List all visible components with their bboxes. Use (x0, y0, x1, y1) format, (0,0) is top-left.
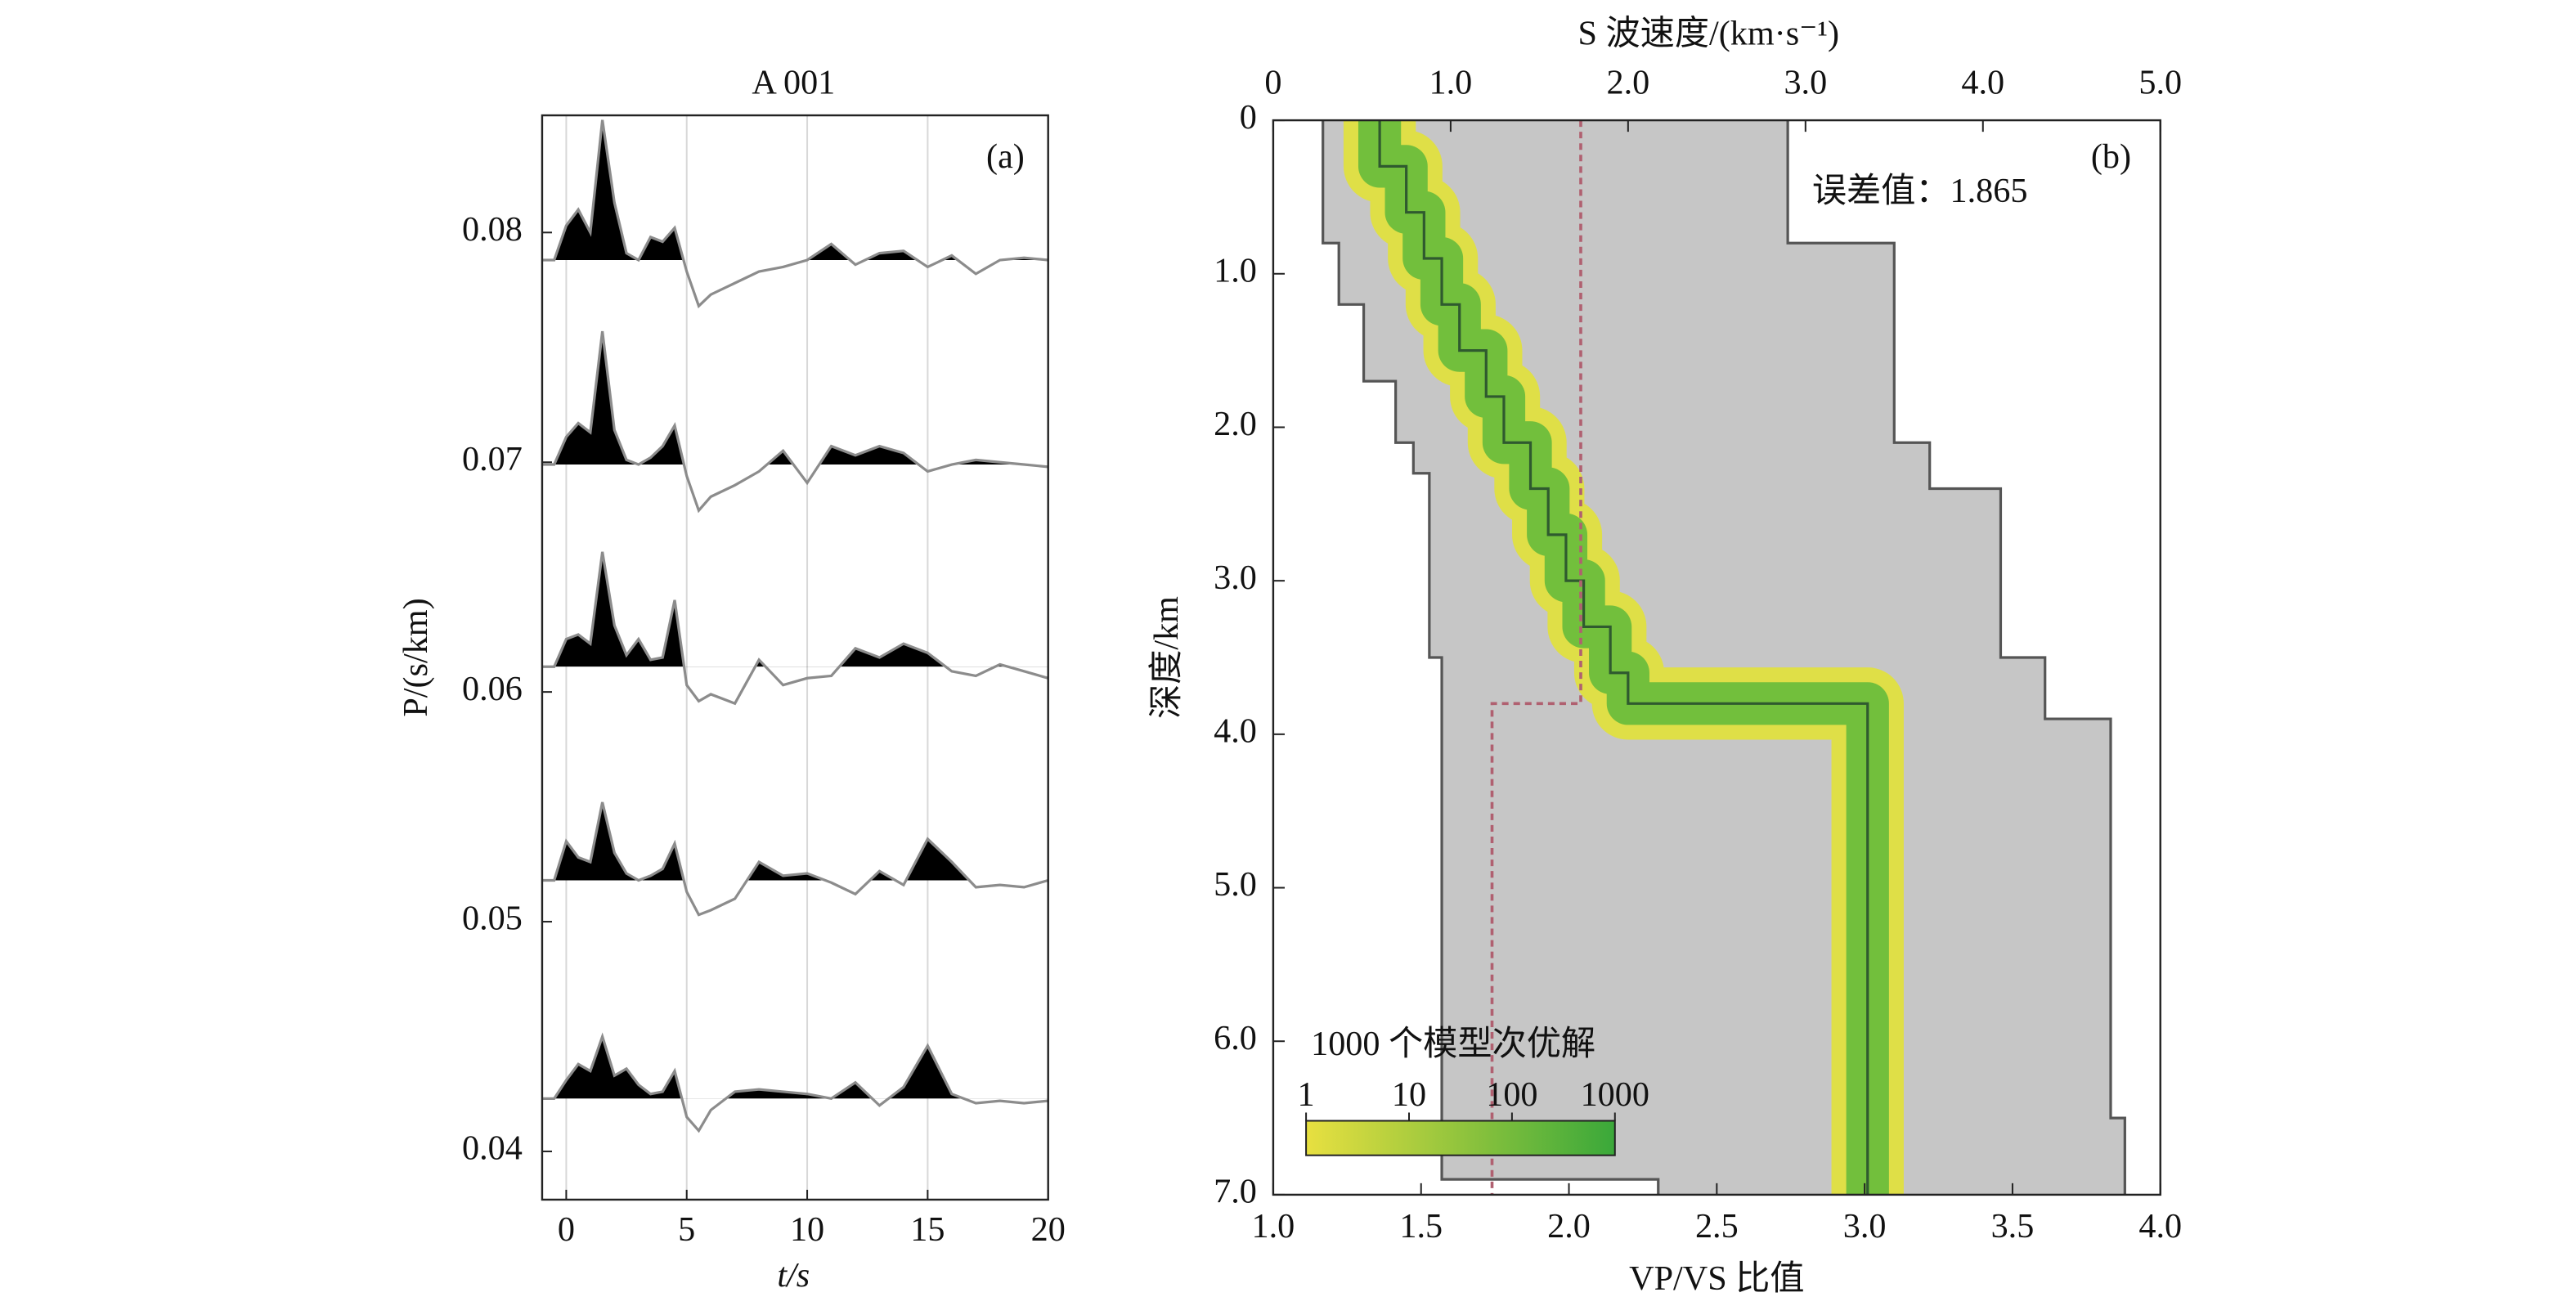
plots: 0 5 10 15 200.040.050.060.070.081.0 1.5 2.0 2.5… (462, 64, 2182, 1249)
x-tick-label: 2.0 (1547, 1207, 1591, 1245)
x-tick-label: 5 (678, 1210, 695, 1249)
upper-model (1786, 120, 2126, 1195)
y-tick-label: 7.0 (1214, 1173, 1257, 1211)
trace-line (541, 119, 1048, 309)
x-tick-label: 3.5 (1991, 1207, 2035, 1245)
y-tick-label: 4.0 (1214, 712, 1257, 751)
plot-frame (1272, 119, 2161, 1196)
trace-line (541, 551, 1049, 706)
trace-fill (541, 331, 1048, 465)
y-tick-label: 0.06 (462, 670, 523, 708)
best-model (1378, 120, 1869, 1195)
x-axis-label: t/s (777, 1256, 810, 1295)
plot-frame (541, 114, 1049, 1201)
x2-tick-label: 1.0 (1429, 64, 1473, 102)
panel-a-label: (a) (986, 137, 1025, 176)
y-tick-label: 0.08 (462, 210, 523, 249)
colorbar-tick-label: 10 (1392, 1075, 1426, 1114)
x2-axis-label: S 波速度/(km·s⁻¹) (1577, 14, 1839, 52)
colorbar-tick-label: 100 (1486, 1075, 1537, 1114)
x-tick-label: 20 (1031, 1210, 1066, 1249)
colorbar (1305, 1120, 1616, 1156)
x2-tick-label: 2.0 (1606, 64, 1649, 102)
y-tick-label: 6.0 (1214, 1019, 1257, 1057)
x-tick-label: 4.0 (2138, 1207, 2182, 1245)
trace-line (541, 801, 1049, 917)
x-tick-label: 3.0 (1843, 1207, 1887, 1245)
y-tick-label: 1.0 (1214, 251, 1257, 289)
trace-fill (541, 119, 1048, 261)
x-tick-label: 2.5 (1695, 1207, 1739, 1245)
x2-tick-label: 3.0 (1784, 64, 1827, 102)
x-axis-label: VP/VS 比值 (1629, 1259, 1804, 1298)
colorbar-title: 1000 个模型次优解 (1311, 1025, 1595, 1063)
error-label: 误差值：1.865 (1812, 172, 2028, 210)
y-axis-label: 深度/km (1147, 596, 1186, 719)
x2-tick-label: 0 (1264, 64, 1281, 102)
y-tick-label: 0 (1240, 98, 1257, 137)
y-axis-label: P/(s/km) (397, 598, 435, 716)
x-tick-label: 10 (790, 1210, 824, 1249)
x-tick-label: 0 (558, 1210, 575, 1249)
trace-line (541, 330, 1048, 514)
lower-model (1322, 120, 1660, 1195)
ratio-model (1490, 120, 1582, 1195)
trace-line (541, 1032, 1048, 1133)
x-tick-label: 1.5 (1399, 1207, 1443, 1245)
y-tick-label: 0.05 (462, 900, 523, 938)
x2-tick-label: 4.0 (1961, 64, 2004, 102)
y-tick-label: 0.04 (462, 1129, 523, 1168)
x-tick-label: 15 (910, 1210, 945, 1249)
x-tick-label: 1.0 (1252, 1207, 1295, 1245)
colorbar-tick-label: 1000 (1581, 1075, 1649, 1114)
trace-fill (541, 1036, 1048, 1099)
y-tick-label: 5.0 (1214, 865, 1257, 904)
panel-b-label: (b) (2091, 137, 2131, 176)
y-tick-label: 0.07 (462, 440, 523, 478)
colorbar-tick-label: 1 (1298, 1075, 1315, 1114)
panel-a-title: A 001 (752, 64, 835, 102)
trace-fill (541, 551, 1048, 667)
y-tick-label: 3.0 (1214, 559, 1257, 597)
x2-tick-label: 5.0 (2138, 64, 2182, 102)
y-tick-label: 2.0 (1214, 405, 1257, 443)
